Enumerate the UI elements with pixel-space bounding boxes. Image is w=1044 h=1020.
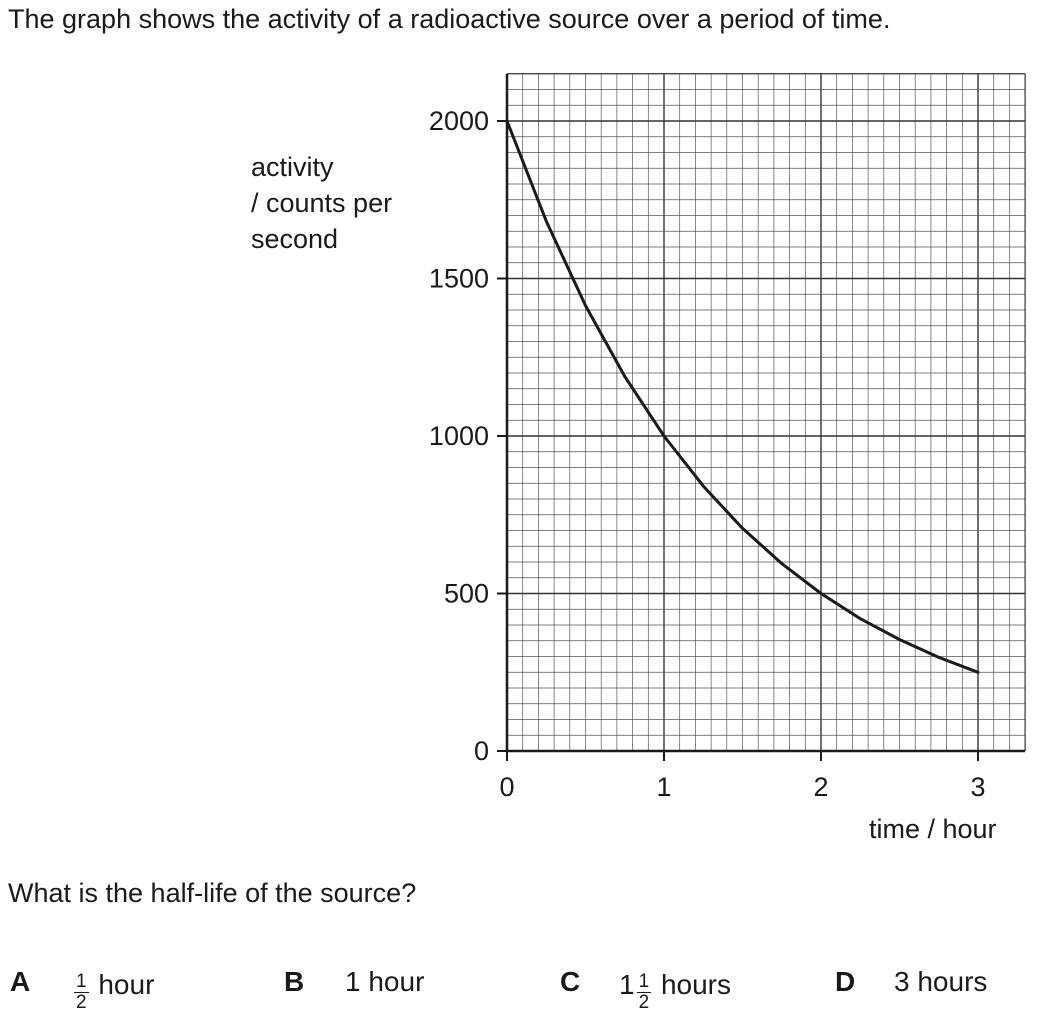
fraction-denominator: 2	[638, 992, 650, 1013]
decay-curve	[505, 119, 980, 674]
x-tick-label: 3	[970, 772, 985, 802]
option-letter: D	[835, 966, 856, 997]
y-tick-label: 1500	[429, 264, 489, 294]
option-letter: A	[10, 966, 31, 997]
y-tick-label: 500	[444, 579, 489, 609]
option-text: 3 hours	[894, 966, 988, 997]
y-axis-label-line: activity	[251, 152, 334, 182]
option-letter: B	[284, 966, 305, 997]
activity-time-graph: 0 500 1000 1500 2000 0 1 2 3	[429, 73, 1026, 802]
option-letter: C	[560, 966, 581, 997]
question-prompt: What is the half-life of the source?	[8, 878, 417, 908]
x-tick-label: 1	[656, 772, 671, 802]
x-tick-label: 0	[499, 772, 514, 802]
y-axis-label: activity / counts per second	[251, 149, 392, 257]
option-text: hour	[98, 968, 155, 1000]
y-axis-label-line: / counts per	[251, 188, 393, 218]
fraction-numerator: 1	[74, 971, 89, 993]
intro-text: The graph shows the activity of a radioa…	[8, 4, 891, 34]
y-tick-label: 1000	[429, 421, 489, 451]
y-tick-label: 0	[474, 736, 489, 766]
fraction-denominator: 2	[76, 992, 87, 1013]
x-tick-label: 2	[813, 772, 828, 802]
x-axis-label: time / hour	[869, 814, 997, 844]
y-axis-label-line: second	[251, 224, 339, 254]
option-text: hours	[660, 968, 731, 1000]
y-tick-label: 2000	[429, 106, 489, 136]
option-text: 1 hour	[345, 966, 425, 997]
option-whole-number: 1	[619, 968, 635, 1000]
fraction-numerator: 1	[636, 971, 652, 993]
